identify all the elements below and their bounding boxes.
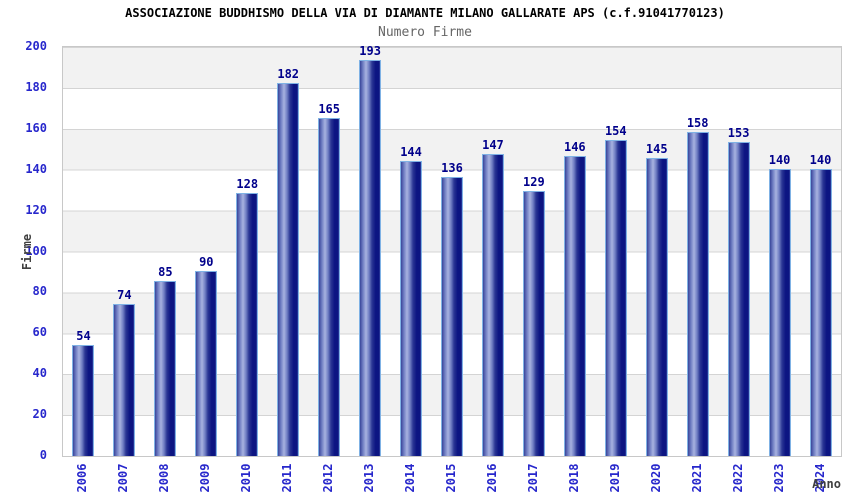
x-axis: 2006 2007 2008 2009 2010 2011 2012 2013 2014 2015… bbox=[62, 456, 840, 500]
x-tick-label: 2013 bbox=[362, 463, 377, 493]
bar-2010 bbox=[236, 193, 259, 456]
bar-value-label: 146 bbox=[563, 140, 586, 155]
bar-value-label: 158 bbox=[686, 115, 709, 130]
x-tick-label: 2019 bbox=[607, 463, 622, 493]
x-tick-label: 2012 bbox=[321, 463, 336, 493]
bar-2014 bbox=[400, 160, 423, 456]
y-tick-label: 60 bbox=[32, 325, 47, 340]
y-tick-label: 120 bbox=[25, 202, 47, 217]
x-tick-label: 2014 bbox=[403, 463, 418, 493]
x-tick-label: 2011 bbox=[280, 463, 295, 493]
bar-value-label: 154 bbox=[604, 124, 627, 139]
bar-2007 bbox=[113, 303, 136, 456]
y-tick-label: 200 bbox=[25, 39, 47, 53]
bar-value-label: 90 bbox=[199, 254, 214, 269]
y-tick-label: 80 bbox=[32, 284, 47, 299]
bar-value-label: 129 bbox=[523, 175, 545, 190]
bar-value-label: 144 bbox=[400, 144, 422, 159]
bar-2021 bbox=[686, 131, 709, 456]
y-tick-label: 40 bbox=[32, 366, 47, 381]
y-tick-label: 160 bbox=[25, 120, 47, 135]
y-axis: 0 20 40 60 80 100 120 140 160 180 200 bbox=[0, 39, 53, 462]
bar-value-label: 145 bbox=[645, 142, 668, 157]
bar-2015 bbox=[441, 176, 463, 456]
y-axis-title: Firme bbox=[20, 233, 34, 271]
chart-subtitle: Numero Firme bbox=[378, 25, 472, 40]
bar-2024 bbox=[809, 168, 832, 456]
x-tick-label: 2020 bbox=[648, 463, 663, 493]
bar-value-label: 182 bbox=[277, 66, 300, 81]
bar-value-label: 136 bbox=[441, 160, 463, 175]
bar-2019 bbox=[604, 140, 627, 456]
x-tick-label: 2008 bbox=[157, 463, 172, 493]
x-tick-label: 2022 bbox=[730, 463, 745, 493]
bar-value-label: 147 bbox=[482, 138, 504, 153]
x-axis-title: Anno bbox=[812, 477, 841, 491]
x-tick-label: 2023 bbox=[771, 463, 786, 493]
x-tick-label: 2017 bbox=[525, 463, 540, 493]
x-tick-label: 2006 bbox=[75, 463, 90, 493]
y-tick-label: 20 bbox=[32, 407, 47, 422]
bar-2013 bbox=[359, 60, 382, 456]
x-tick-label: 2015 bbox=[444, 463, 458, 493]
bar-value-label: 128 bbox=[236, 177, 259, 192]
bar-2017 bbox=[522, 191, 545, 456]
bar-value-label: 193 bbox=[359, 44, 381, 59]
x-tick-label: 2009 bbox=[198, 463, 213, 493]
bar-value-label: 165 bbox=[318, 101, 340, 116]
bar-2020 bbox=[645, 158, 668, 456]
bar-2022 bbox=[727, 142, 750, 456]
x-tick-label: 2021 bbox=[689, 463, 704, 493]
y-tick-label: 0 bbox=[39, 448, 47, 462]
bar-value-label: 140 bbox=[809, 152, 832, 167]
x-tick-label: 2018 bbox=[566, 463, 581, 493]
y-tick-label: 180 bbox=[25, 79, 47, 94]
y-tick-label: 140 bbox=[25, 161, 47, 176]
plot-area: 54 74 85 90 128 182 165 193 144 136 147 129 146 154 14… bbox=[62, 44, 842, 457]
bar-2018 bbox=[563, 156, 586, 456]
bar-2008 bbox=[154, 281, 177, 456]
x-tick-label: 2007 bbox=[116, 463, 131, 493]
bar-value-label: 74 bbox=[117, 287, 132, 302]
bar-2011 bbox=[277, 82, 300, 456]
bar-2023 bbox=[768, 168, 791, 456]
y-tick-label: 100 bbox=[25, 243, 47, 258]
bar-2006 bbox=[72, 344, 95, 456]
bar-2012 bbox=[318, 117, 341, 456]
bar-2016 bbox=[481, 154, 504, 456]
bar-value-label: 85 bbox=[158, 265, 173, 280]
bar-value-label: 140 bbox=[768, 152, 791, 167]
chart-title: ASSOCIAZIONE BUDDHISMO DELLA VIA DI DIAM… bbox=[125, 6, 725, 20]
x-tick-label: 2016 bbox=[484, 463, 499, 493]
x-tick-label: 2010 bbox=[239, 463, 254, 493]
bar-value-label: 54 bbox=[76, 328, 91, 343]
bar-value-label: 153 bbox=[727, 126, 750, 141]
bar-2009 bbox=[195, 270, 218, 456]
